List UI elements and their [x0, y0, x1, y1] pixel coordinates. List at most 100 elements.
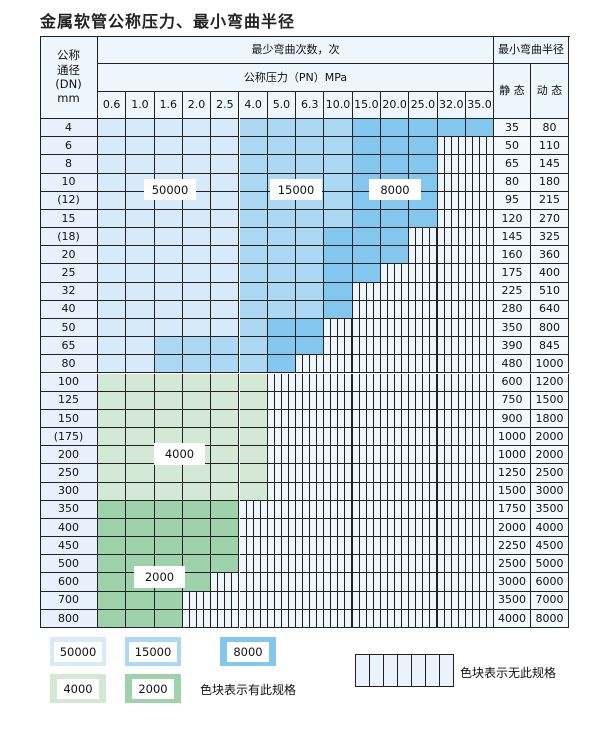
cell-available: [324, 173, 353, 192]
cell-unavailable: [465, 155, 495, 174]
cell-unavailable: [296, 609, 325, 628]
cell-unavailable: [437, 228, 466, 247]
cell-unavailable: [324, 428, 353, 447]
header-pressure-value: 2.0: [182, 92, 212, 119]
header-static: 静 态: [494, 64, 531, 119]
cell-available: [239, 209, 268, 229]
row-dn: 80: [40, 355, 98, 374]
cell-unavailable: [465, 391, 495, 410]
cell-available: [126, 155, 155, 174]
row-dynamic-radius: 360: [531, 246, 569, 265]
row-dynamic-radius: 640: [531, 300, 569, 319]
cell-available: [324, 282, 353, 301]
cell-unavailable: [267, 373, 297, 392]
cell-unavailable: [465, 591, 495, 610]
row-dynamic-radius: 1500: [531, 391, 569, 410]
row-dn: 150: [40, 409, 98, 429]
cell-available: [154, 137, 183, 156]
cell-unavailable: [409, 573, 438, 592]
cell-unavailable: [381, 591, 410, 610]
cell-unavailable: [296, 537, 325, 556]
cell-available: [126, 119, 155, 138]
cell-available: [296, 155, 325, 174]
cell-unavailable: [381, 464, 410, 483]
cell-available: [154, 119, 183, 138]
cell-available: [324, 155, 353, 174]
cell-available: [154, 155, 183, 174]
row-static-radius: 2250: [494, 537, 531, 556]
cell-available: [352, 209, 381, 229]
legend-swatch-15000: 15000: [125, 637, 181, 666]
cell-available: [98, 246, 127, 265]
cell-unavailable: [437, 373, 466, 392]
cell-unavailable: [465, 337, 495, 356]
row-dn: (175): [40, 428, 98, 447]
cell-available: [352, 119, 381, 138]
cell-available: [296, 137, 325, 156]
page-title: 金属软管公称压力、最小弯曲半径: [40, 12, 296, 31]
legend-label: 4000: [57, 678, 99, 699]
cell-unavailable: [182, 591, 212, 610]
cell-unavailable: [352, 409, 381, 429]
cell-available: [126, 518, 155, 538]
cell-available: [154, 518, 183, 538]
cell-unavailable: [409, 373, 438, 392]
cell-available: [324, 264, 353, 283]
cell-available: [98, 282, 127, 301]
cell-unavailable: [465, 500, 495, 519]
cell-available: [182, 119, 212, 138]
cell-available: [211, 300, 240, 319]
legend-swatch-50000: 50000: [50, 637, 106, 666]
cell-available: [267, 355, 297, 374]
cell-unavailable: [324, 482, 353, 501]
cell-available: [352, 137, 381, 156]
cell-unavailable: [465, 282, 495, 301]
cell-available: [211, 137, 240, 156]
cell-unavailable: [381, 555, 410, 574]
cell-available: [239, 482, 268, 501]
legend-label: 2000: [132, 678, 174, 699]
row-dn: 4: [40, 119, 98, 138]
cell-unavailable: [324, 591, 353, 610]
cell-unavailable: [211, 609, 240, 628]
cell-available: [409, 155, 438, 174]
cell-available: [352, 228, 381, 247]
row-dn: 50: [40, 318, 98, 338]
cell-available: [98, 537, 127, 556]
cell-available: [409, 137, 438, 156]
cell-unavailable: [296, 591, 325, 610]
row-dynamic-radius: 215: [531, 191, 569, 210]
cell-unavailable: [381, 391, 410, 410]
cell-available: [211, 464, 240, 483]
cell-available: [211, 428, 240, 447]
cell-available: [211, 518, 240, 538]
cell-available: [154, 282, 183, 301]
cell-available: [98, 482, 127, 501]
cell-unavailable: [182, 609, 212, 628]
row-static-radius: 3500: [494, 591, 531, 610]
cell-available: [352, 264, 381, 283]
cell-available: [182, 246, 212, 265]
cell-available: [98, 209, 127, 229]
cell-unavailable: [324, 318, 353, 338]
cell-unavailable: [437, 555, 466, 574]
cell-unavailable: [296, 464, 325, 483]
row-static-radius: 80: [494, 173, 531, 192]
header-pressure-value: 6.3: [296, 92, 325, 119]
cell-available: [381, 137, 410, 156]
cell-available: [409, 119, 438, 138]
cell-available: [239, 119, 268, 138]
cell-available: [98, 373, 127, 392]
cell-available: [239, 355, 268, 374]
row-dynamic-radius: 80: [531, 119, 569, 138]
row-dn: 6: [40, 137, 98, 156]
row-dynamic-radius: 2500: [531, 464, 569, 483]
cell-unavailable: [239, 555, 268, 574]
cell-unavailable: [296, 482, 325, 501]
header-pressure-value: 15.0: [352, 92, 381, 119]
row-dynamic-radius: 510: [531, 282, 569, 301]
cell-available: [296, 264, 325, 283]
cell-available: [98, 428, 127, 447]
cell-available: [239, 446, 268, 465]
cell-available: [126, 409, 155, 429]
